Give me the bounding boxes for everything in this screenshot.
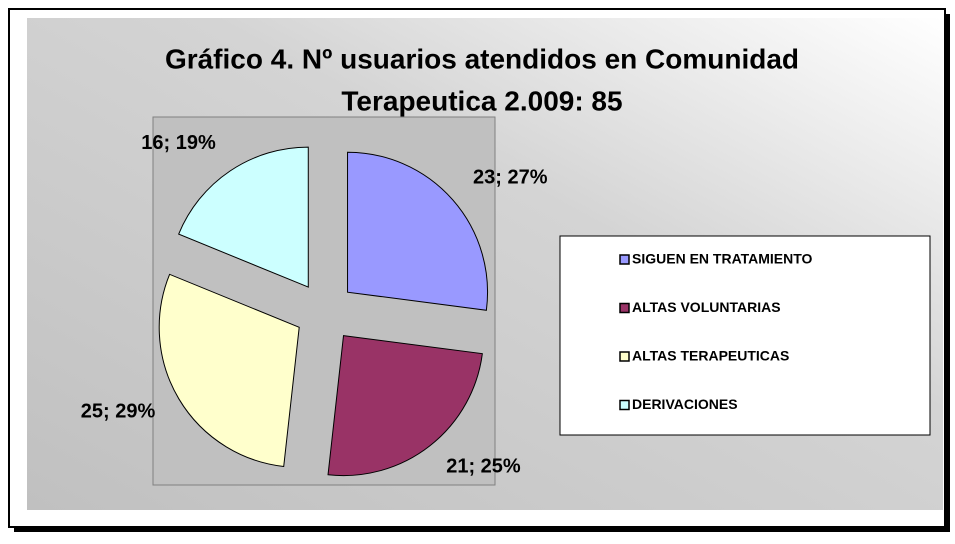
pie-slice	[178, 146, 309, 288]
legend-swatch	[619, 399, 630, 411]
legend-swatch	[619, 351, 630, 362]
legend-label: ALTAS TERAPEUTICAS	[632, 348, 789, 364]
data-label: 21; 25%	[446, 456, 521, 478]
legend-label: SIGUEN EN TRATAMIENTO	[632, 251, 813, 267]
data-label: 23; 27%	[473, 166, 548, 188]
legend-label: DERIVACIONES	[632, 396, 738, 412]
pie-slice	[327, 335, 483, 477]
legend-swatch	[619, 254, 630, 265]
chart-title: Terapeutica 2.009: 85	[341, 85, 622, 116]
legend-label: ALTAS VOLUNTARIAS	[632, 299, 781, 315]
pie-slice	[158, 273, 300, 468]
data-label: 16; 19%	[141, 132, 216, 154]
data-label: 25; 29%	[81, 400, 156, 422]
legend-swatch	[619, 302, 630, 314]
chart-title: Gráfico 4. Nº usuarios atendidos en Comu…	[165, 43, 799, 74]
pie-slice	[347, 151, 489, 311]
